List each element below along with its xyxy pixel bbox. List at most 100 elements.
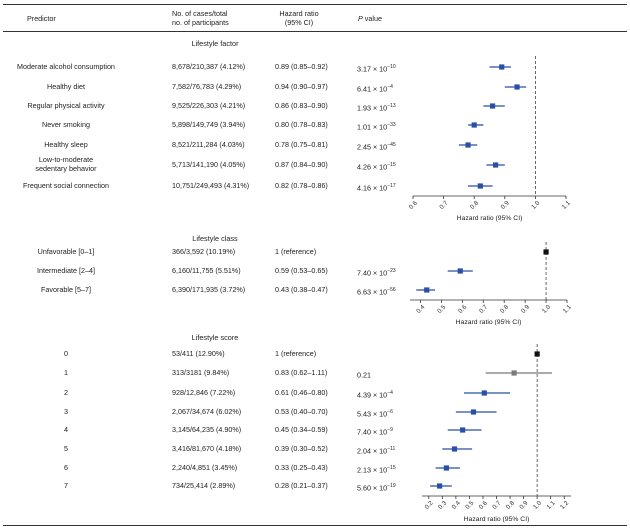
row-predictor: Healthy diet: [47, 82, 85, 91]
row-pvalue-base: 4.39 × 10: [357, 390, 388, 400]
row-predictor: 3: [64, 407, 68, 416]
row-pvalue-exponent: −33: [387, 122, 396, 128]
row-pvalue: 5.43 × 10−6: [357, 408, 393, 419]
row-pvalue-base: 5.60 × 10: [357, 483, 388, 493]
row-pvalue-base: 7.40 × 10: [357, 427, 388, 437]
header-p-italic: P: [358, 14, 363, 23]
x-tick-label: 1.0: [541, 303, 552, 314]
row-cases: 9,525/226,303 (4.21%): [172, 101, 246, 110]
row-cases: 366/3,592 (10.19%): [172, 247, 236, 256]
row-predictor-line2: sedentary behavior: [35, 163, 97, 173]
section-title: Lifestyle factor: [191, 39, 239, 48]
row-predictor: Intermediate [2–4]: [37, 266, 95, 275]
row-predictor: Moderate alcohol consumption: [17, 62, 115, 71]
row-pvalue: 3.17 × 10−10: [357, 63, 396, 74]
header-cases: No. of cases/total no. of participants: [172, 9, 229, 27]
row-pvalue: 4.26 × 10−15: [357, 161, 396, 172]
x-tick-label: 0.5: [436, 303, 447, 314]
section-title: Lifestyle score: [191, 333, 239, 342]
row-cases: 5,713/141,190 (4.05%): [172, 160, 246, 169]
point-estimate: [471, 122, 477, 128]
row-cases: 3,416/81,670 (4.18%): [172, 444, 242, 453]
x-tick-label: 0.7: [478, 303, 489, 314]
x-tick-label: 0.3: [437, 499, 448, 510]
x-axis-label: Hazard ratio (95% CI): [456, 319, 522, 326]
row-hazard-ratio: 0.86 (0.83–0.90): [275, 101, 328, 110]
row-pvalue-base: 2.45 × 10: [357, 142, 388, 152]
row-pvalue-exponent: −10: [387, 64, 396, 70]
x-tick-label: 0.6: [457, 303, 468, 314]
row-predictor: 5: [64, 444, 68, 453]
row-predictor: Healthy sleep: [44, 140, 88, 149]
row-predictor: Favorable [5–7]: [41, 285, 91, 294]
row-cases: 734/25,414 (2.89%): [172, 481, 236, 490]
row-hazard-ratio: 0.28 (0.21–0.37): [275, 481, 328, 490]
x-tick-label: 0.8: [499, 303, 510, 314]
row-predictor: Frequent social connection: [23, 181, 109, 190]
point-estimate: [543, 249, 549, 255]
row-cases: 5,898/149,749 (3.94%): [172, 120, 246, 129]
row-pvalue-exponent: −45: [387, 142, 396, 148]
x-tick-label: 0.9: [518, 499, 529, 510]
row-hazard-ratio: 1 (reference): [275, 349, 317, 358]
point-estimate: [514, 84, 520, 90]
point-estimate: [424, 287, 430, 293]
row-pvalue: 1.01 × 10−33: [357, 121, 396, 132]
row-pvalue: 6.41 × 10−4: [357, 83, 393, 94]
row-hazard-ratio: 0.43 (0.38–0.47): [275, 285, 328, 294]
x-axis-label: Hazard ratio (95% CI): [464, 516, 530, 523]
x-tick-label: 0.6: [408, 199, 419, 210]
x-tick-label: 1.1: [561, 199, 572, 210]
point-estimate: [481, 390, 487, 396]
row-pvalue-exponent: −9: [387, 427, 393, 433]
point-estimate: [470, 409, 477, 415]
x-tick-label: 0.9: [520, 303, 531, 314]
header-predictor: Predictor: [27, 14, 56, 23]
row-pvalue: 2.04 × 10−11: [357, 445, 395, 456]
bottom-rule: [3, 525, 627, 526]
row-pvalue: 2.13 × 10−15: [357, 464, 396, 475]
point-estimate: [499, 64, 505, 70]
x-tick-label: 0.2: [424, 499, 435, 510]
row-cases: 2,067/34,674 (6.02%): [172, 407, 242, 416]
row-pvalue-base: 7.40 × 10: [357, 268, 388, 278]
row-pvalue-exponent: −13: [387, 103, 396, 109]
point-estimate: [460, 427, 466, 433]
row-predictor: Low-to-moderate sedentary behavior: [0, 155, 136, 173]
row-pvalue: 5.60 × 10−19: [357, 482, 396, 493]
x-tick-label: 0.7: [438, 199, 449, 210]
row-hazard-ratio: 0.45 (0.34–0.59): [275, 425, 328, 434]
row-pvalue: 4.39 × 10−4: [357, 389, 393, 400]
header-hr: Hazard ratio (95% CI): [268, 9, 330, 27]
row-pvalue-exponent: −4: [387, 390, 393, 396]
row-pvalue-exponent: −6: [387, 409, 393, 415]
row-predictor: Regular physical activity: [27, 101, 105, 110]
row-predictor: 4: [64, 425, 68, 434]
point-estimate: [443, 465, 449, 471]
row-pvalue-base: 1.01 × 10: [357, 122, 388, 132]
point-estimate: [489, 103, 496, 109]
header-cases-line1: No. of cases/total: [172, 9, 228, 18]
point-estimate: [457, 268, 463, 274]
point-estimate: [511, 370, 517, 376]
top-rule: [3, 4, 627, 5]
row-cases: 3,145/64,235 (4.90%): [172, 425, 242, 434]
row-pvalue-base: 5.43 × 10: [357, 409, 388, 419]
point-estimate: [465, 142, 471, 148]
row-pvalue-exponent: −15: [387, 465, 396, 471]
row-cases: 928/12,846 (7.22%): [172, 388, 236, 397]
row-cases: 8,678/210,387 (4.12%): [172, 62, 246, 71]
row-pvalue: 6.63 × 10−56: [357, 286, 396, 297]
header-hr-line2: (95% CI): [284, 18, 314, 27]
row-hazard-ratio: 0.87 (0.84–0.90): [275, 160, 328, 169]
x-tick-label: 0.5: [464, 499, 475, 510]
x-tick-label: 0.6: [478, 499, 489, 510]
row-pvalue: 2.45 × 10−45: [357, 141, 396, 152]
x-tick-label: 1.0: [530, 199, 541, 210]
row-pvalue-base: 4.26 × 10: [357, 162, 388, 172]
x-tick-label: 1.0: [532, 499, 543, 510]
row-cases: 313/3181 (9.84%): [172, 368, 230, 377]
row-hazard-ratio: 0.78 (0.75–0.81): [275, 140, 328, 149]
row-hazard-ratio: 0.89 (0.85–0.92): [275, 62, 328, 71]
